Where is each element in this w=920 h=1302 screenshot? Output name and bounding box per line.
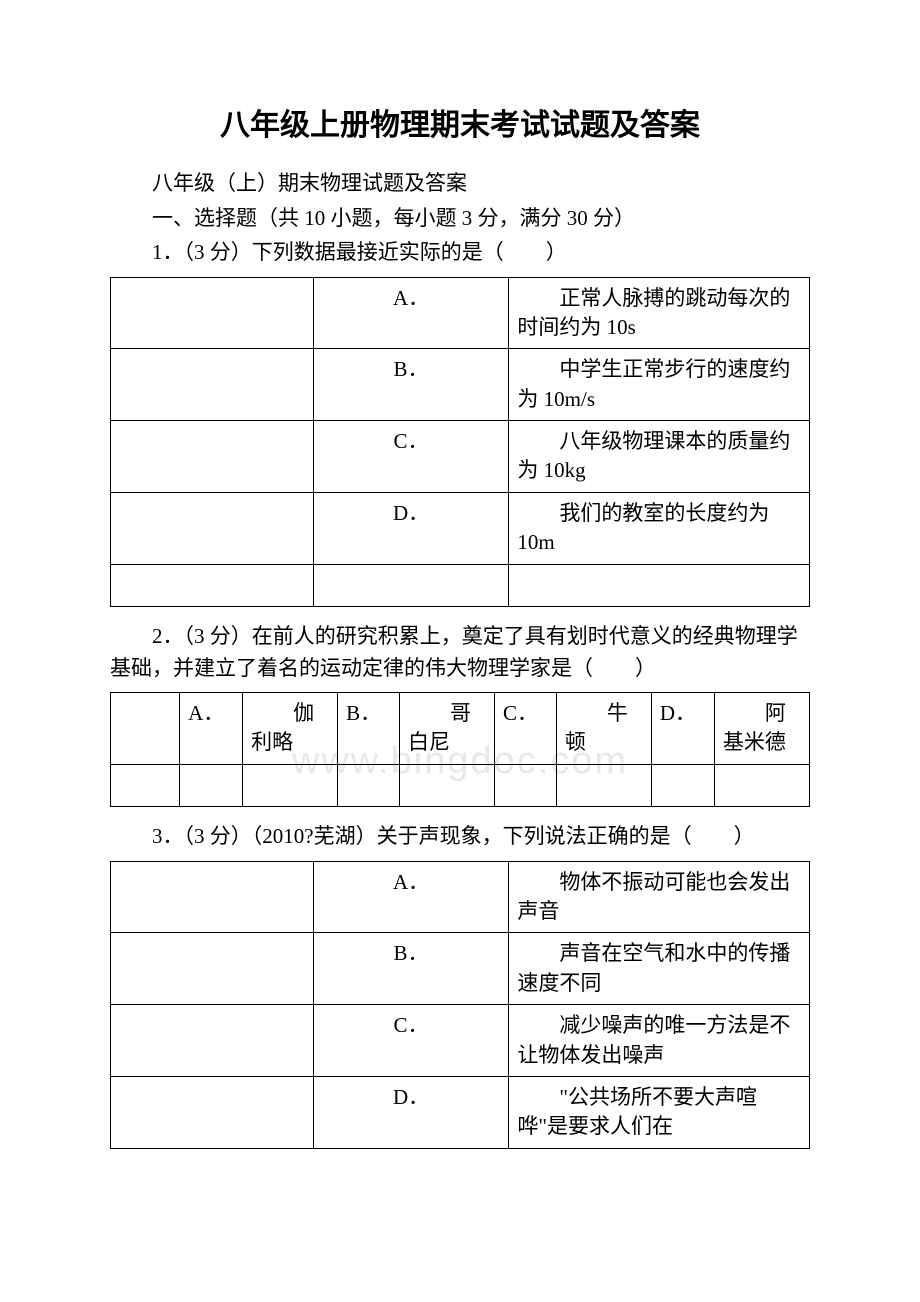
table-row: A． 伽利略 B． 哥白尼 C． 牛顿 D． 阿基米德 <box>111 693 810 765</box>
table-row: D． 我们的教室的长度约为 10m <box>111 492 810 564</box>
table-cell-empty <box>111 1005 314 1077</box>
table-cell-empty <box>111 564 314 606</box>
table-cell-empty <box>556 764 651 806</box>
table-cell-empty <box>111 349 314 421</box>
question-2: 2．（3 分）在前人的研究积累上，奠定了具有划时代意义的经典物理学基础，并建立了… <box>110 621 810 684</box>
option-text: 物体不振动可能也会发出声音 <box>509 861 810 933</box>
table-cell-empty <box>338 764 400 806</box>
option-label: C． <box>313 1005 509 1077</box>
option-label: A． <box>180 693 243 765</box>
option-text: 牛顿 <box>556 693 651 765</box>
table-cell-empty <box>111 421 314 493</box>
option-label: D． <box>313 1077 509 1149</box>
q1-options-table: A． 正常人脉搏的跳动每次的时间约为 10s B． 中学生正常步行的速度约为 1… <box>110 277 810 608</box>
option-text: 八年级物理课本的质量约为 10kg <box>509 421 810 493</box>
subtitle: 八年级（上）期末物理试题及答案 <box>110 168 810 200</box>
table-row: A． 物体不振动可能也会发出声音 <box>111 861 810 933</box>
option-text: 我们的教室的长度约为 10m <box>509 492 810 564</box>
table-row-empty <box>111 564 810 606</box>
option-text: 阿基米德 <box>714 693 809 765</box>
option-label: A． <box>313 861 509 933</box>
table-row: C． 减少噪声的唯一方法是不让物体发出噪声 <box>111 1005 810 1077</box>
option-label: D． <box>651 693 714 765</box>
option-text: 哥白尼 <box>400 693 495 765</box>
page-title: 八年级上册物理期末考试试题及答案 <box>110 100 810 144</box>
table-cell-empty <box>651 764 714 806</box>
q3-options-table: A． 物体不振动可能也会发出声音 B． 声音在空气和水中的传播速度不同 C． 减… <box>110 861 810 1149</box>
table-row: B． 声音在空气和水中的传播速度不同 <box>111 933 810 1005</box>
question-1: 1．（3 分）下列数据最接近实际的是（ ） <box>110 237 810 269</box>
table-cell-empty <box>111 861 314 933</box>
table-cell-empty <box>509 564 810 606</box>
option-text: 减少噪声的唯一方法是不让物体发出噪声 <box>509 1005 810 1077</box>
table-cell-empty <box>111 933 314 1005</box>
option-text: 声音在空气和水中的传播速度不同 <box>509 933 810 1005</box>
table-row: A． 正常人脉搏的跳动每次的时间约为 10s <box>111 277 810 349</box>
table-cell-empty <box>243 764 338 806</box>
option-text: 伽利略 <box>243 693 338 765</box>
option-label: A． <box>313 277 509 349</box>
option-label: B． <box>338 693 400 765</box>
option-label: B． <box>313 349 509 421</box>
question-3: 3．（3 分）（2010?芜湖）关于声现象，下列说法正确的是（ ） <box>110 821 810 853</box>
section-heading: 一、选择题（共 10 小题，每小题 3 分，满分 30 分） <box>110 203 810 235</box>
table-row: C． 八年级物理课本的质量约为 10kg <box>111 421 810 493</box>
option-label: C． <box>313 421 509 493</box>
q2-options-table: A． 伽利略 B． 哥白尼 C． 牛顿 D． 阿基米德 <box>110 692 810 807</box>
table-cell-empty <box>111 693 180 765</box>
option-text: 中学生正常步行的速度约为 10m/s <box>509 349 810 421</box>
table-row: B． 中学生正常步行的速度约为 10m/s <box>111 349 810 421</box>
option-label: B． <box>313 933 509 1005</box>
table-cell-empty <box>714 764 809 806</box>
table-cell-empty <box>313 564 509 606</box>
table-cell-empty <box>400 764 495 806</box>
table-cell-empty <box>111 492 314 564</box>
option-text: 正常人脉搏的跳动每次的时间约为 10s <box>509 277 810 349</box>
table-cell-empty <box>111 277 314 349</box>
table-row: D． "公共场所不要大声喧哗"是要求人们在 <box>111 1077 810 1149</box>
table-cell-empty <box>111 1077 314 1149</box>
table-cell-empty <box>111 764 180 806</box>
option-text: "公共场所不要大声喧哗"是要求人们在 <box>509 1077 810 1149</box>
table-cell-empty <box>180 764 243 806</box>
table-cell-empty <box>494 764 556 806</box>
option-label: C． <box>494 693 556 765</box>
option-label: D． <box>313 492 509 564</box>
table-row-empty <box>111 764 810 806</box>
